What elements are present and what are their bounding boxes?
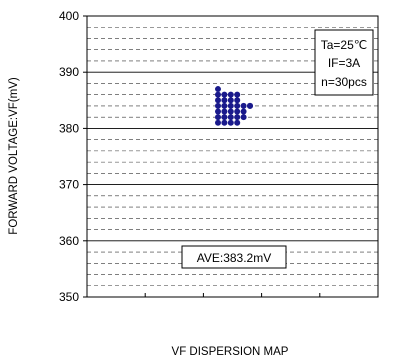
data-point	[227, 119, 234, 126]
data-point	[221, 108, 228, 115]
data-point	[227, 108, 234, 115]
data-point	[234, 97, 241, 104]
y-axis-label: FORWARD VOLTAGE:VF(mV)	[8, 77, 20, 235]
data-point	[215, 119, 221, 126]
data-point	[227, 97, 234, 104]
data-point	[215, 86, 221, 93]
y-axis-ticks: 350 360 370 380 390 400	[59, 9, 87, 304]
legend-line-temperature: Ta=25℃	[321, 38, 368, 52]
data-point	[240, 108, 247, 115]
x-axis-label: VF DISPERSION MAP	[172, 346, 289, 358]
data-point	[240, 114, 247, 121]
data-point	[215, 102, 221, 109]
data-point	[215, 91, 221, 98]
data-point	[221, 119, 228, 126]
data-point	[221, 102, 228, 109]
grid-lines	[87, 26, 378, 287]
legend-line-count: n=30pcs	[321, 75, 367, 89]
plot-frame	[86, 15, 379, 298]
data-point	[240, 102, 247, 109]
data-point	[227, 91, 234, 98]
legend-line-current: IF=3A	[328, 56, 360, 70]
data-point	[227, 102, 234, 109]
data-point	[234, 102, 241, 109]
y-tick-label: 380	[59, 121, 79, 135]
data-point	[227, 114, 234, 121]
x-axis-ticks	[144, 293, 321, 297]
data-point	[221, 91, 228, 98]
data-point	[215, 97, 221, 104]
y-tick-label: 360	[59, 234, 79, 248]
data-point	[234, 91, 241, 98]
data-point	[215, 108, 221, 115]
y-tick-label: 350	[59, 290, 79, 304]
data-point	[247, 102, 253, 109]
data-point	[221, 114, 228, 121]
y-tick-label: 370	[59, 178, 79, 192]
legend-box: Ta=25℃ IF=3A n=30pcs	[314, 29, 374, 96]
data-points	[215, 86, 253, 126]
data-point	[234, 108, 241, 115]
y-tick-label: 390	[59, 65, 79, 79]
data-point	[221, 97, 228, 104]
data-point	[215, 114, 221, 121]
y-tick-label: 400	[59, 9, 79, 23]
data-point	[234, 114, 241, 121]
average-value: AVE:383.2mV	[197, 251, 271, 265]
data-point	[234, 119, 241, 126]
average-annotation: AVE:383.2mV	[181, 245, 287, 269]
